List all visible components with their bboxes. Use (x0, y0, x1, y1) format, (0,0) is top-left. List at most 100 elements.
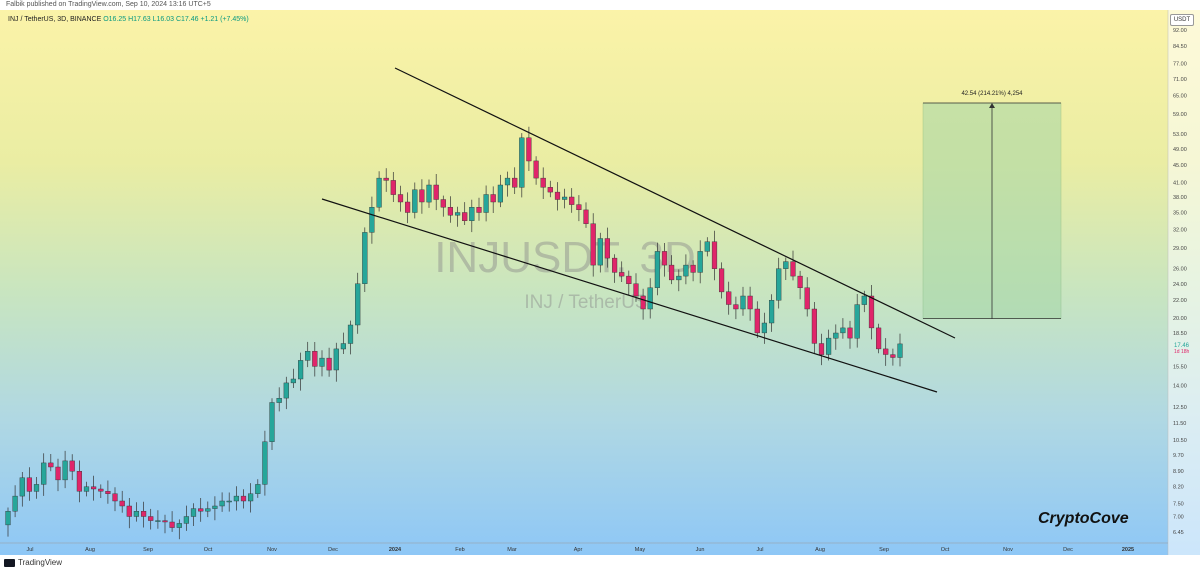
time-tick-15: Oct (941, 547, 950, 553)
candle-body-47 (340, 343, 347, 350)
candle-body-5 (41, 462, 47, 485)
candle-body-90 (647, 287, 653, 310)
time-tick-9: Apr (574, 547, 583, 553)
price-tick-2: 77.00 (1173, 62, 1187, 68)
candle-body-91 (654, 251, 661, 288)
candle-body-75 (540, 177, 546, 188)
watermark-title: INJUSDT, 3D (434, 233, 696, 282)
price-tick-26: 8.20 (1173, 485, 1184, 491)
candle-body-21 (155, 520, 161, 522)
candle-body-96 (690, 264, 696, 273)
candle-body-66 (476, 206, 482, 213)
symbol-legend[interactable]: INJ / TetherUS, 3D, BINANCE O16.25 H17.6… (8, 16, 249, 23)
candle-body-45 (326, 357, 332, 371)
price-tick-5: 59.00 (1173, 112, 1187, 118)
time-tick-8: Mar (507, 547, 517, 553)
price-tick-14: 26.00 (1173, 267, 1187, 273)
candle-body-105 (754, 308, 760, 334)
published-info: Falbik published on TradingView.com, Sep… (6, 1, 211, 8)
candle-body-68 (490, 194, 496, 203)
candle-body-114 (818, 343, 825, 355)
candle-body-78 (562, 196, 568, 200)
candle-body-12 (90, 486, 97, 490)
candle-body-32 (233, 495, 240, 502)
price-tick-8: 45.00 (1173, 163, 1187, 169)
candle-body-73 (526, 137, 532, 162)
candle-body-24 (176, 523, 182, 528)
measure-label: 42.54 (214.21%) 4,254 (961, 91, 1023, 97)
candle-body-33 (240, 495, 247, 502)
candle-body-43 (312, 351, 318, 367)
candle-body-17 (126, 505, 132, 517)
candle-body-53 (383, 177, 389, 181)
candle-body-120 (861, 295, 867, 305)
time-tick-16: Nov (1003, 547, 1013, 553)
price-tick-20: 14.00 (1173, 384, 1187, 390)
price-tick-21: 12.50 (1173, 405, 1187, 411)
candle-body-109 (783, 261, 789, 269)
candle-body-41 (298, 360, 304, 380)
candle-body-54 (390, 180, 396, 195)
candle-body-104 (747, 295, 753, 310)
candle-body-25 (183, 516, 190, 524)
candle-body-58 (419, 189, 425, 203)
candle-body-18 (133, 511, 140, 517)
time-tick-14: Sep (879, 547, 889, 553)
ohlc-values: O16.25 H17.63 L16.03 C17.46 +1.21 (+7.45… (103, 16, 249, 23)
candle-body-2 (19, 477, 25, 497)
price-tick-9: 41.00 (1173, 181, 1187, 187)
candle-body-113 (811, 308, 818, 344)
candle-body-14 (105, 491, 111, 494)
price-tick-15: 24.00 (1173, 282, 1187, 288)
price-tick-16: 22.00 (1173, 298, 1187, 304)
candle-body-106 (761, 322, 768, 334)
time-tick-5: Dec (328, 547, 338, 553)
candle-body-83 (597, 238, 603, 266)
candle-body-71 (512, 177, 518, 188)
candle-body-37 (269, 402, 275, 442)
candle-body-48 (347, 324, 354, 344)
candle-body-1 (12, 495, 18, 512)
time-tick-18: 2025 (1122, 547, 1134, 553)
candle-body-100 (719, 268, 725, 293)
price-tick-25: 8.90 (1173, 469, 1184, 475)
tradingview-logo[interactable]: TradingView (4, 558, 62, 567)
candle-body-63 (455, 212, 461, 216)
candle-body-121 (868, 295, 875, 329)
candle-body-11 (83, 486, 90, 492)
candle-body-99 (711, 241, 718, 269)
candle-body-97 (697, 251, 703, 273)
time-axis[interactable]: Jul Aug Sep Oct Nov Dec 2024 Feb Mar Apr May Jun Jul… (26, 547, 1134, 553)
tradingview-icon (4, 558, 15, 567)
price-scale-background (1168, 10, 1200, 555)
lower-trendline[interactable] (321, 198, 938, 393)
candle-body-94 (676, 275, 682, 281)
candle-body-119 (854, 304, 860, 339)
tradingview-logo-text: TradingView (18, 558, 63, 567)
price-tick-17: 20.00 (1173, 316, 1187, 322)
price-axis[interactable]: 92.00 84.50 77.00 71.00 65.00 59.00 53.00 49.00… (1173, 28, 1187, 536)
candle-body-81 (583, 209, 589, 224)
candle-body-84 (604, 238, 611, 259)
candle-body-46 (333, 348, 339, 371)
candle-body-118 (847, 327, 853, 339)
price-range-measure[interactable]: 42.54 (214.21%) 4,254 (922, 91, 1062, 320)
upper-trendline[interactable] (394, 67, 956, 339)
candles (5, 126, 903, 540)
candle-body-40 (290, 378, 297, 384)
price-tick-7: 49.00 (1173, 147, 1187, 153)
candle-body-10 (76, 471, 83, 492)
candle-body-44 (319, 357, 325, 367)
price-tick-22: 11.50 (1173, 421, 1186, 427)
candle-body-59 (426, 184, 432, 203)
candle-body-67 (483, 194, 489, 213)
currency-label[interactable]: USDT (1170, 14, 1194, 26)
brand-watermark: CryptoCove (1038, 510, 1129, 527)
price-tick-18: 18.50 (1173, 331, 1187, 337)
candle-body-62 (447, 206, 454, 216)
candle-body-74 (533, 160, 539, 179)
candle-body-125 (897, 343, 903, 358)
measure-arrowhead (989, 103, 995, 108)
candle-body-98 (704, 241, 710, 252)
